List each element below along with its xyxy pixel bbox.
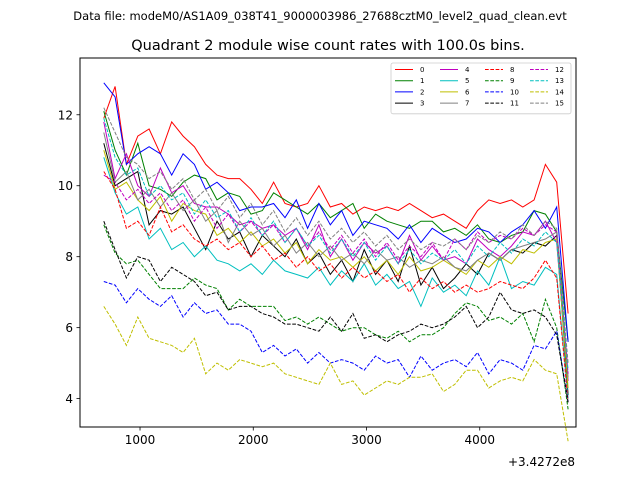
- series-line-2: [103, 82, 569, 342]
- x-offset-label: +3.4272e8: [508, 455, 575, 469]
- legend-box: [390, 62, 572, 115]
- series-line-8: [103, 171, 569, 403]
- legend-label-8: 8: [510, 66, 514, 74]
- axes-frame: [79, 57, 577, 428]
- chart-title: Quadrant 2 module wise count rates with …: [131, 38, 525, 54]
- legend-label-9: 9: [510, 77, 514, 85]
- series-line-3: [103, 143, 569, 396]
- legend-label-0: 0: [420, 66, 424, 74]
- series-line-13: [103, 118, 569, 371]
- legend-label-10: 10: [510, 88, 519, 96]
- x-tick-label: 3000: [351, 433, 382, 447]
- series-line-9: [103, 224, 569, 410]
- x-tick-label: 4000: [464, 433, 495, 447]
- legend-label-12: 12: [555, 66, 564, 74]
- series-line-4: [103, 121, 569, 381]
- series-line-15: [103, 107, 569, 364]
- series-line-1: [103, 111, 569, 342]
- series-line-5: [103, 157, 569, 399]
- series-line-11: [103, 221, 569, 403]
- y-tick-label: 12: [58, 108, 73, 122]
- legend-label-5: 5: [465, 77, 469, 85]
- legend-label-2: 2: [420, 88, 424, 96]
- legend-label-14: 14: [555, 88, 564, 96]
- series-line-14: [103, 306, 569, 442]
- series-line-7: [103, 132, 569, 378]
- series-line-6: [103, 150, 569, 389]
- legend-label-1: 1: [420, 77, 424, 85]
- axis-ticks: 1000 2000 3000 4000 4 6 8 10 12: [58, 108, 495, 447]
- legend-label-6: 6: [465, 88, 470, 96]
- legend-label-11: 11: [510, 100, 519, 108]
- legend-label-4: 4: [465, 66, 470, 74]
- x-tick-label: 2000: [238, 433, 269, 447]
- series-line-12: [103, 174, 569, 374]
- y-tick-label: 10: [58, 179, 73, 193]
- series-line-10: [103, 281, 569, 403]
- legend-label-13: 13: [555, 77, 564, 85]
- plot-lines: [103, 82, 569, 442]
- figure-suptitle: Data file: modeM0/AS1A09_038T41_90000039…: [73, 9, 567, 23]
- legend-label-15: 15: [555, 100, 564, 108]
- y-tick-label: 4: [65, 392, 73, 406]
- legend-label-3: 3: [420, 100, 424, 108]
- legend-label-7: 7: [465, 100, 469, 108]
- y-tick-label: 8: [65, 250, 73, 264]
- x-tick-label: 1000: [125, 433, 156, 447]
- y-tick-label: 6: [65, 321, 73, 335]
- series-line-0: [103, 86, 569, 314]
